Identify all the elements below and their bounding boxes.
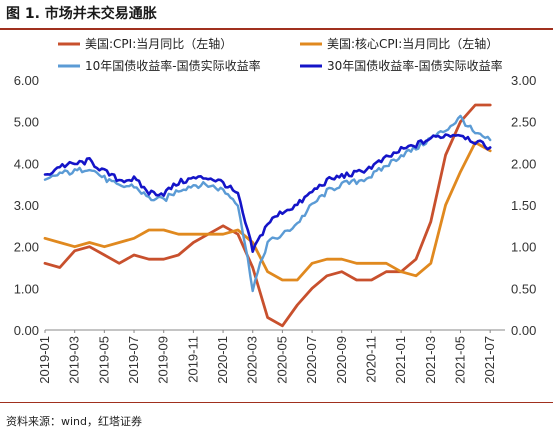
legend-label: 美国:核心CPI:当月同比（左轴） xyxy=(327,36,498,51)
line-chart: 0.00 1.00 2.00 3.00 4.00 5.00 6.00 0.00 0.50 1.00… xyxy=(14,36,537,384)
x-tick-label: 2019-07 xyxy=(126,336,141,384)
y-left-tick-label: 6.00 xyxy=(14,73,39,88)
y-right-tick-label: 1.00 xyxy=(511,240,536,255)
legend-item: 30年国债收益率-国债实际收益率 xyxy=(300,58,503,73)
series-line-2 xyxy=(43,141,492,282)
legend-item: 美国:核心CPI:当月同比（左轴） xyxy=(300,36,498,51)
figure-title: 图 1. 市场并未交易通胀 xyxy=(6,6,157,22)
series-line-4 xyxy=(43,133,492,253)
y-left-tick-label: 0.00 xyxy=(14,323,39,338)
x-tick-label: 2020-07 xyxy=(304,336,319,384)
x-tick-label: 2020-05 xyxy=(274,336,289,384)
y-right-tick-label: 0.50 xyxy=(511,281,536,296)
x-tick-label: 2020-01 xyxy=(215,336,230,384)
legend-label: 美国:CPI:当月同比（左轴） xyxy=(85,36,232,51)
legend-label: 30年国债收益率-国债实际收益率 xyxy=(327,58,503,73)
y-right-tick-label: 2.50 xyxy=(511,115,536,130)
y-right-tick-label: 0.00 xyxy=(511,323,536,338)
y-right-tick-label: 3.00 xyxy=(511,73,536,88)
legend-item: 美国:CPI:当月同比（左轴） xyxy=(58,36,232,51)
x-tick-label: 2021-01 xyxy=(393,336,408,384)
legend-label: 10年国债收益率-国债实际收益率 xyxy=(85,58,261,73)
series-line-1 xyxy=(43,103,492,328)
y-right-tick-label: 2.00 xyxy=(511,156,536,171)
y-left-tick-label: 3.00 xyxy=(14,198,39,213)
legend: 美国:CPI:当月同比（左轴） 美国:核心CPI:当月同比（左轴） 10年国债收益率… xyxy=(58,36,503,73)
x-tick-label: 2021-03 xyxy=(423,336,438,384)
y-right-tick-label: 1.50 xyxy=(511,198,536,213)
series-line-3 xyxy=(43,114,492,293)
series-lines xyxy=(43,103,492,328)
x-tick-label: 2020-11 xyxy=(363,336,378,383)
x-tick-label: 2019-11 xyxy=(185,336,200,383)
axes: 0.00 1.00 2.00 3.00 4.00 5.00 6.00 0.00 0.50 1.00… xyxy=(14,73,537,384)
legend-item: 10年国债收益率-国债实际收益率 xyxy=(58,58,261,73)
y-left-tick-label: 2.00 xyxy=(14,240,39,255)
y-left-tick-label: 5.00 xyxy=(14,115,39,130)
source-rule xyxy=(0,402,553,403)
x-tick-label: 2019-05 xyxy=(96,336,111,384)
source-note: 资料来源：wind，红塔证券 xyxy=(6,415,143,428)
x-tick-label: 2021-07 xyxy=(482,336,497,384)
x-tick-label: 2019-03 xyxy=(67,336,82,384)
x-tick-label: 2020-09 xyxy=(334,336,349,384)
y-left-tick-label: 4.00 xyxy=(14,156,39,171)
x-tick-label: 2020-03 xyxy=(245,336,260,384)
x-tick-label: 2019-01 xyxy=(37,336,52,384)
title-rule xyxy=(0,28,553,30)
x-tick-label: 2019-09 xyxy=(156,336,171,384)
y-left-tick-label: 1.00 xyxy=(14,281,39,296)
x-tick-label: 2021-05 xyxy=(452,336,467,384)
